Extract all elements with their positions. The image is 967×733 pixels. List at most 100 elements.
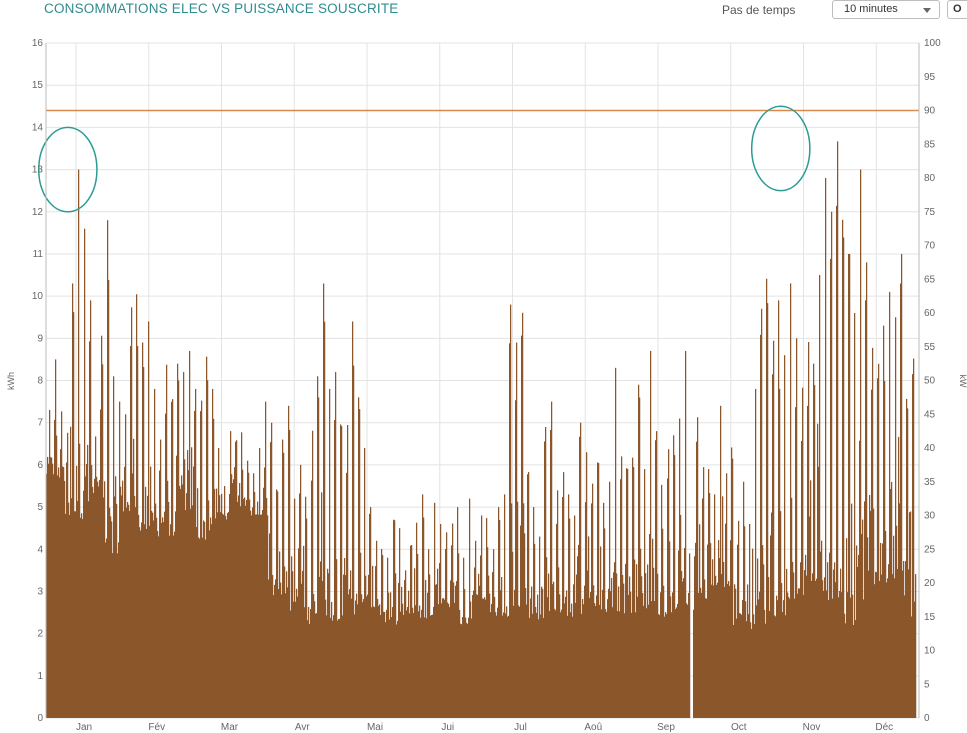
consumption-bar (146, 528, 148, 718)
consumption-bar (379, 604, 381, 718)
consumption-bar (778, 300, 780, 718)
consumption-bar (515, 400, 517, 718)
consumption-bar (401, 586, 403, 718)
consumption-bar (675, 609, 677, 718)
consumption-bar (349, 589, 351, 718)
y2-tick-label: 30 (924, 511, 936, 522)
consumption-bar (598, 463, 600, 718)
consumption-bar (92, 486, 94, 718)
consumption-bar (374, 607, 376, 718)
consumption-bar (131, 307, 133, 718)
consumption-bar (542, 588, 544, 718)
consumption-bar (900, 283, 902, 718)
consumption-bar (655, 440, 657, 718)
consumption-bar (864, 501, 866, 718)
consumption-bar (120, 486, 122, 718)
consumption-bar (801, 440, 803, 718)
consumption-bar (373, 606, 375, 718)
consumption-bar (160, 439, 162, 718)
consumption-bar (289, 430, 291, 718)
consumption-bar (879, 580, 881, 718)
x-tick-label: Jan (76, 722, 92, 733)
consumption-bar (779, 388, 781, 718)
consumption-bar (124, 466, 126, 718)
consumption-bar (368, 574, 370, 718)
consumption-bar (783, 600, 785, 718)
consumption-bar (466, 622, 468, 718)
consumption-bar (569, 518, 571, 718)
consumption-bar (248, 472, 250, 718)
consumption-bar (122, 480, 124, 718)
time-step-label: Pas de temps (722, 3, 796, 17)
time-step-value: 10 minutes (844, 3, 898, 15)
consumption-bar (235, 441, 237, 718)
consumption-bar (800, 562, 802, 718)
consumption-bar (51, 457, 53, 718)
consumption-bar (195, 388, 197, 718)
consumption-bar (506, 606, 508, 718)
consumption-bar (558, 567, 560, 718)
consumption-bar (552, 584, 554, 718)
consumption-bar (255, 514, 257, 718)
consumption-bar (770, 535, 772, 718)
consumption-bar (241, 432, 243, 718)
consumption-bar (343, 574, 345, 718)
consumption-bar (218, 448, 220, 718)
consumption-bar (156, 517, 158, 718)
consumption-bar (284, 566, 286, 718)
consumption-bar (197, 488, 199, 718)
consumption-bar (723, 561, 725, 718)
consumption-bar (895, 317, 897, 718)
consumption-bar (102, 364, 104, 718)
consumption-bar (663, 585, 665, 718)
consumption-bar (473, 590, 475, 718)
y2-tick-label: 20 (924, 578, 936, 589)
consumption-bar (621, 456, 623, 718)
consumption-bar (134, 496, 136, 718)
consumption-bar (694, 556, 696, 718)
consumption-bar (371, 607, 373, 718)
consumption-bar (311, 480, 313, 718)
consumption-bar (826, 590, 828, 718)
options-button[interactable]: O (947, 0, 967, 19)
consumption-bar (424, 617, 426, 718)
consumption-bar (367, 594, 369, 718)
consumption-bar (216, 488, 218, 718)
consumption-bar (512, 551, 514, 718)
consumption-bar (394, 520, 396, 718)
consumption-bar (83, 490, 85, 718)
consumption-bar (493, 549, 495, 718)
time-step-select[interactable]: 10 minutes (832, 0, 940, 19)
consumption-bar (390, 592, 392, 718)
consumption-bar (214, 488, 216, 718)
consumption-bar (856, 545, 858, 718)
consumption-bar (872, 347, 874, 718)
consumption-bar (852, 594, 854, 718)
consumption-bar (411, 545, 413, 718)
consumption-bar (409, 613, 411, 718)
consumption-bar (313, 594, 315, 718)
consumption-bar (819, 275, 821, 718)
consumption-bar (359, 409, 361, 718)
consumption-bar (497, 607, 499, 718)
consumption-bar (384, 611, 386, 718)
consumption-bar (215, 518, 217, 718)
consumption-bar (485, 599, 487, 718)
consumption-bar (465, 617, 467, 718)
consumption-bar (361, 594, 363, 718)
consumption-bar (62, 466, 64, 718)
consumption-bar (171, 401, 173, 718)
consumption-bar (827, 562, 829, 718)
consumption-bar (701, 592, 703, 718)
consumption-bar (446, 532, 448, 718)
consumption-bar (710, 543, 712, 718)
consumption-bar (625, 563, 627, 718)
consumption-bar (765, 623, 767, 718)
consumption-bar (613, 572, 615, 718)
consumption-bar (638, 384, 640, 718)
consumption-bar (253, 473, 255, 718)
consumption-bar (500, 590, 502, 718)
consumption-bar (194, 410, 196, 718)
consumption-bar (80, 517, 82, 718)
consumption-bar (896, 525, 898, 718)
